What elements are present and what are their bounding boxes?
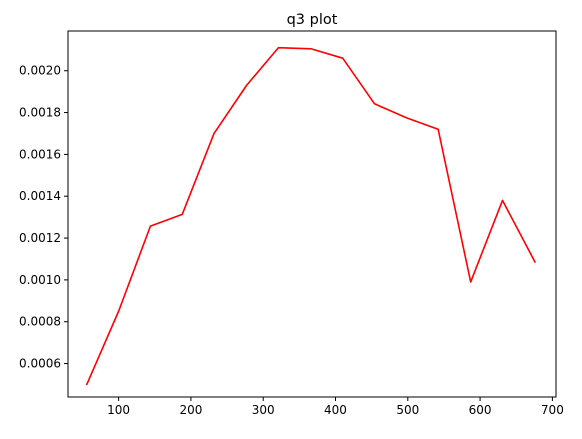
y-tick-label: 0.0014 (19, 189, 61, 203)
x-tick-label: 200 (179, 403, 202, 417)
y-tick-label: 0.0020 (19, 64, 61, 78)
x-tick-label: 700 (541, 403, 564, 417)
x-tick-label: 500 (396, 403, 419, 417)
x-tick-label: 300 (252, 403, 275, 417)
plot-area (86, 46, 536, 386)
x-tick-label: 100 (107, 403, 130, 417)
x-axis: 100 200 300 400 500 600 700 (107, 397, 564, 417)
y-axis: 0.0006 0.0008 0.0010 0.0012 0.0014 0.0016 0.00… (19, 64, 68, 371)
axes-frame (67, 30, 557, 398)
y-tick-label: 0.0008 (19, 315, 61, 329)
y-tick-label: 0.0016 (19, 147, 61, 161)
x-tick-label: 600 (469, 403, 492, 417)
y-tick-label: 0.0012 (19, 231, 61, 245)
series-line-0 (86, 46, 536, 386)
chart-title: q3 plot (287, 12, 338, 28)
y-tick-label: 0.0006 (19, 357, 61, 371)
y-tick-label: 0.0010 (19, 273, 61, 287)
y-tick-label: 0.0018 (19, 106, 61, 120)
x-tick-label: 400 (324, 403, 347, 417)
